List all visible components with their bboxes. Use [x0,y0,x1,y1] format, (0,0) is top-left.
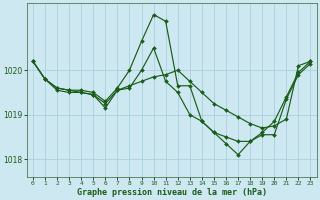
X-axis label: Graphe pression niveau de la mer (hPa): Graphe pression niveau de la mer (hPa) [77,188,267,197]
